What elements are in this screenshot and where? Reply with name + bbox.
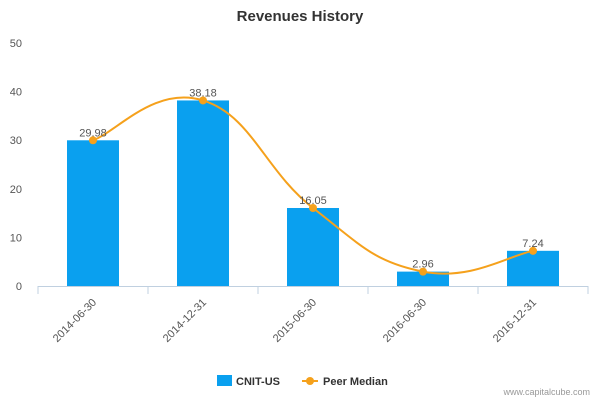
y-tick-label: 50 bbox=[10, 38, 22, 50]
y-axis: 0 10 20 30 40 50 bbox=[10, 38, 22, 293]
legend-label-peer-median[interactable]: Peer Median bbox=[323, 376, 388, 388]
chart-title: Revenues History bbox=[237, 8, 364, 25]
peer-median-point[interactable] bbox=[419, 267, 427, 276]
x-tick-label: 2014-06-30 bbox=[51, 297, 99, 345]
source-watermark: www.capitalcube.com bbox=[502, 387, 590, 397]
bar-cnit-us[interactable] bbox=[397, 271, 449, 286]
y-tick-label: 40 bbox=[10, 87, 22, 99]
y-tick-label: 20 bbox=[10, 184, 22, 196]
peer-median-point[interactable] bbox=[529, 246, 537, 255]
bar-data-label: 16.05 bbox=[299, 195, 327, 207]
x-tick-label: 2016-06-30 bbox=[381, 297, 429, 345]
y-tick-label: 0 bbox=[16, 281, 22, 293]
bar-data-label: 2.96 bbox=[412, 259, 433, 271]
x-tick-label: 2014-12-31 bbox=[161, 297, 209, 345]
legend-marker-peer-median bbox=[306, 377, 314, 385]
legend-swatch-cnit-us bbox=[217, 375, 232, 386]
peer-median-point[interactable] bbox=[89, 136, 97, 145]
bar-cnit-us[interactable] bbox=[177, 100, 229, 287]
bar-data-label: 38.18 bbox=[189, 87, 217, 99]
bar-data-label: 7.24 bbox=[522, 238, 543, 250]
bar-data-label: 29.98 bbox=[79, 127, 107, 139]
legend-label-cnit-us[interactable]: CNIT-US bbox=[236, 376, 280, 388]
peer-median-point[interactable] bbox=[309, 203, 317, 212]
bar-cnit-us[interactable] bbox=[287, 207, 339, 286]
legend: CNIT-US Peer Median bbox=[217, 375, 388, 388]
peer-median-point[interactable] bbox=[199, 96, 207, 105]
data-labels: 29.98 38.18 16.05 2.96 7.24 bbox=[79, 87, 543, 270]
x-axis: 2014-06-30 2014-12-31 2015-06-30 2016-06-30… bbox=[37, 286, 589, 345]
y-tick-label: 30 bbox=[10, 135, 22, 147]
bar-series-cnit-us bbox=[67, 100, 559, 287]
x-tick-label: 2015-06-30 bbox=[271, 297, 319, 345]
bar-cnit-us[interactable] bbox=[67, 140, 119, 286]
x-tick-label: 2016-12-31 bbox=[491, 297, 539, 345]
y-tick-label: 10 bbox=[10, 232, 22, 244]
peer-median-points bbox=[89, 96, 537, 276]
